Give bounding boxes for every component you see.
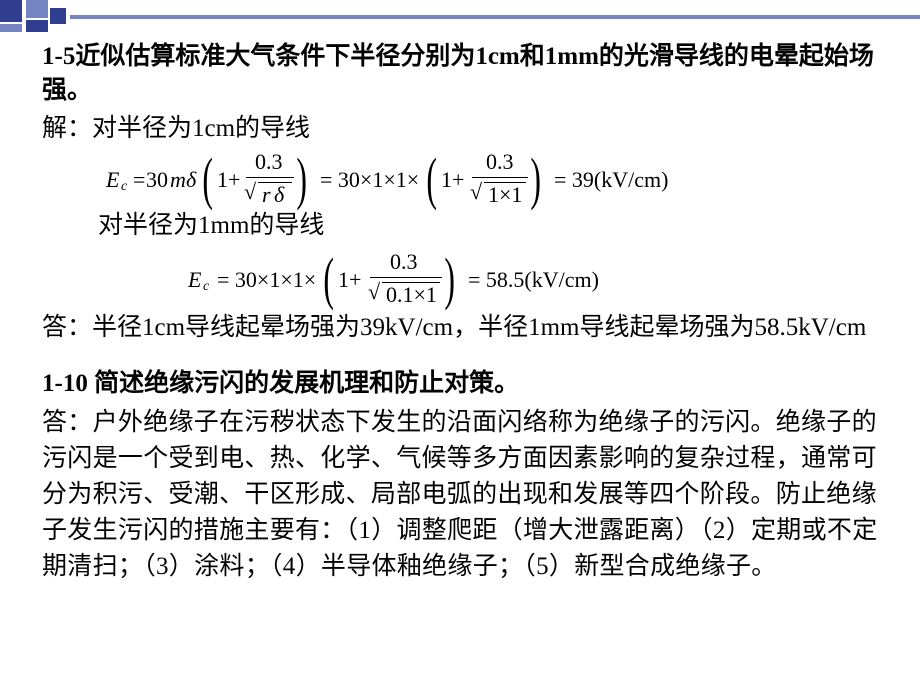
q1-formula-1: E c = 30 m δ ( 1+ 0.3 √ r δ ) = 30×1×1× … bbox=[42, 147, 884, 209]
f1-num2: 0.3 bbox=[486, 149, 514, 175]
f1-sqrt2: √ bbox=[470, 179, 482, 205]
f1-den2: 1×1 bbox=[488, 182, 522, 208]
f2-rparen: ) bbox=[444, 245, 455, 312]
f1-1plus: 1+ bbox=[217, 167, 240, 193]
f1-lparen1: ( bbox=[202, 145, 213, 212]
f1-d2: δ bbox=[274, 182, 284, 208]
f1-Esub: c bbox=[121, 179, 127, 195]
f2-1plus: 1+ bbox=[338, 267, 361, 293]
q1-mid-line: 对半径为1mm的导线 bbox=[42, 209, 884, 243]
f1-fracbar bbox=[246, 177, 294, 178]
f1-rparen2: ) bbox=[530, 145, 541, 212]
f2-lparen: ( bbox=[323, 245, 334, 312]
f1-r: r bbox=[262, 182, 271, 208]
f1-delta: δ bbox=[186, 167, 196, 193]
q1-answer: 答：半径1cm导线起晕场强为39kV/cm，半径1mm导线起晕场强为58.5kV… bbox=[42, 311, 884, 345]
f2-sqrt: √ bbox=[368, 279, 380, 305]
f1-num: 0.3 bbox=[255, 149, 283, 175]
q1-title: 1-5近似估算标准大气条件下半径分别为1cm和1mm的光滑导线的电晕起始场强。 bbox=[42, 40, 884, 108]
f2-E: E bbox=[188, 267, 201, 293]
f2-tail: = 58.5(kV/cm) bbox=[468, 267, 599, 293]
f1-mid: = 30×1×1× bbox=[320, 167, 419, 193]
f1-1plus2: 1+ bbox=[441, 167, 464, 193]
f1-rparen1: ) bbox=[296, 145, 307, 212]
q1-solve-line: 解：对半径为1cm的导线 bbox=[42, 112, 884, 146]
slide-decor bbox=[0, 0, 920, 32]
f1-E: E bbox=[106, 167, 119, 193]
f2-head: = 30×1×1× bbox=[217, 267, 316, 293]
f1-lparen2: ( bbox=[426, 145, 437, 212]
q2-body: 答：户外绝缘子在污秽状态下发生的沿面闪络称为绝缘子的污闪。绝缘子的污闪是一个受到… bbox=[42, 405, 884, 585]
f2-fracbar bbox=[370, 277, 442, 278]
slide-content: 1-5近似估算标准大气条件下半径分别为1cm和1mm的光滑导线的电晕起始场强。 … bbox=[42, 40, 884, 585]
f1-30: 30 bbox=[146, 167, 168, 193]
f2-den: 0.1×1 bbox=[386, 282, 437, 308]
q1-formula-2: E c = 30×1×1× ( 1+ 0.3 √ 0.1×1 ) = 58.5(… bbox=[42, 247, 884, 309]
f1-m: m bbox=[170, 167, 186, 193]
f1-fracbar2 bbox=[472, 177, 528, 178]
f1-sqrt: √ bbox=[244, 179, 256, 205]
f2-num: 0.3 bbox=[390, 249, 418, 275]
f1-eq1: = bbox=[133, 167, 145, 193]
f1-tail: = 39(kV/cm) bbox=[554, 167, 668, 193]
f2-Esub: c bbox=[203, 279, 209, 295]
q2-title: 1-10 简述绝缘污闪的发展机理和防止对策。 bbox=[42, 367, 884, 401]
